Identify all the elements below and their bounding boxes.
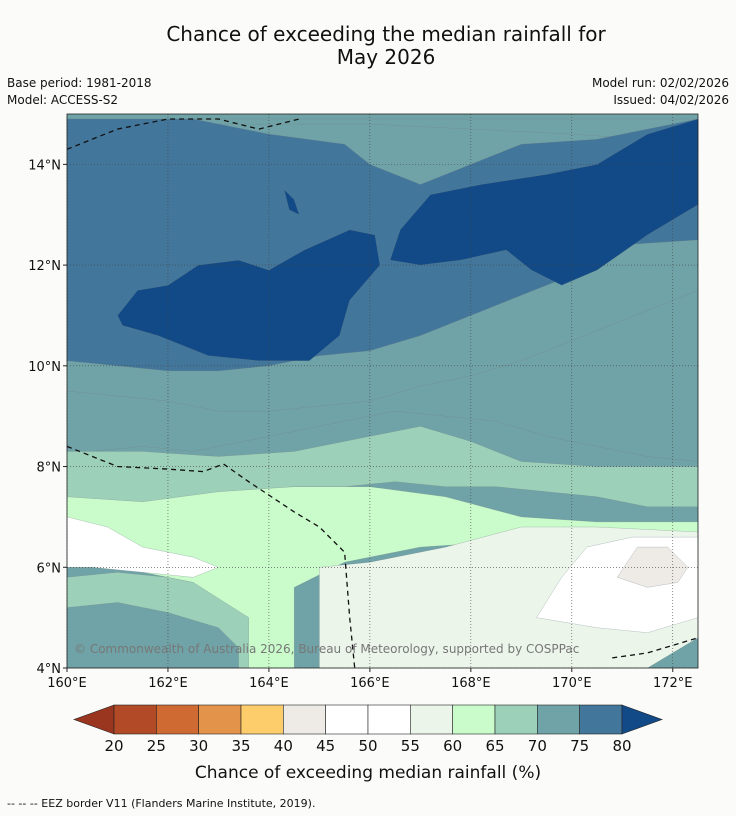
issued-date: Issued: 04/02/2026 <box>613 93 729 107</box>
colorbar-label: Chance of exceeding median rainfall (%) <box>195 763 541 783</box>
region-band-80-plus-islet <box>283 188 300 216</box>
rainfall-map-chart: © Commonwealth of Australia 2026, Bureau… <box>28 113 699 783</box>
y-tick-label: 14°N <box>28 158 61 173</box>
copyright-text: © Commonwealth of Australia 2026, Bureau… <box>74 642 579 656</box>
colorbar-bin <box>367 704 411 735</box>
colorbar-tick-label: 75 <box>570 737 589 755</box>
colorbar-tick-label: 40 <box>274 737 293 755</box>
x-tick-label: 172°E <box>653 676 693 691</box>
colorbar-bin <box>283 704 326 735</box>
map-frame <box>66 113 699 669</box>
colorbar-bin <box>537 704 580 735</box>
x-tick-label: 170°E <box>552 676 592 691</box>
y-tick-label: 6°N <box>37 561 62 576</box>
y-axis-ticks: 4°N 6°N 8°N 10°N 12°N 14°N <box>28 158 67 677</box>
y-tick-label: 8°N <box>37 461 62 476</box>
colorbar-tick-label: 80 <box>612 737 631 755</box>
colorbar-tick-label: 50 <box>358 737 377 755</box>
colorbar-tick-label: 30 <box>189 737 208 755</box>
eez-legend-note: -- -- -- EEZ border V11 (Flanders Marine… <box>7 797 316 810</box>
colorbar-tick-label: 20 <box>104 737 123 755</box>
model-run: Model run: 02/02/2026 <box>591 76 729 90</box>
colorbar-bin <box>494 704 538 735</box>
x-tick-label: 160°E <box>47 676 87 691</box>
colorbar-bin <box>240 704 284 735</box>
y-tick-label: 12°N <box>28 259 61 274</box>
x-axis-ticks: 160°E 162°E 164°E 166°E 168°E 170°E 172°E <box>47 668 693 691</box>
map-regions <box>66 114 699 669</box>
chart-title-line2: May 2026 <box>336 45 436 69</box>
colorbar-bin <box>410 704 453 735</box>
colorbar-tick-label: 25 <box>147 737 166 755</box>
colorbar-under-arrow <box>73 704 115 735</box>
base-period: Base period: 1981-2018 <box>7 76 152 90</box>
colorbar-tick-label: 35 <box>231 737 250 755</box>
chart-title-line1: Chance of exceeding the median rainfall … <box>166 22 606 46</box>
eez-border <box>66 118 699 669</box>
y-tick-label: 4°N <box>37 662 62 677</box>
colorbar-bin <box>325 704 369 735</box>
y-tick-label: 10°N <box>28 360 61 375</box>
colorbar-tick-label: 60 <box>443 737 462 755</box>
colorbar-bin <box>452 704 496 735</box>
x-tick-label: 168°E <box>451 676 491 691</box>
model-name: Model: ACCESS-S2 <box>7 93 119 107</box>
colorbar: 20 25 30 35 40 45 50 55 60 65 70 75 80 <box>73 704 663 755</box>
colorbar-over-arrow <box>621 704 663 735</box>
eez-border-segment <box>66 445 356 669</box>
x-tick-label: 166°E <box>350 676 390 691</box>
eez-border-segment <box>612 637 699 659</box>
colorbar-tick-label: 70 <box>528 737 547 755</box>
colorbar-tick-label: 55 <box>401 737 420 755</box>
colorbar-bin <box>113 704 157 735</box>
colorbar-tick-label: 45 <box>316 737 335 755</box>
x-tick-label: 162°E <box>148 676 188 691</box>
eez-border-segment <box>66 118 300 150</box>
colorbar-bin <box>156 704 199 735</box>
x-tick-label: 164°E <box>249 676 289 691</box>
region-band-80-plus-west <box>117 229 381 361</box>
colorbar-bin <box>198 704 242 735</box>
colorbar-bin <box>579 704 623 735</box>
colorbar-tick-label: 65 <box>485 737 504 755</box>
